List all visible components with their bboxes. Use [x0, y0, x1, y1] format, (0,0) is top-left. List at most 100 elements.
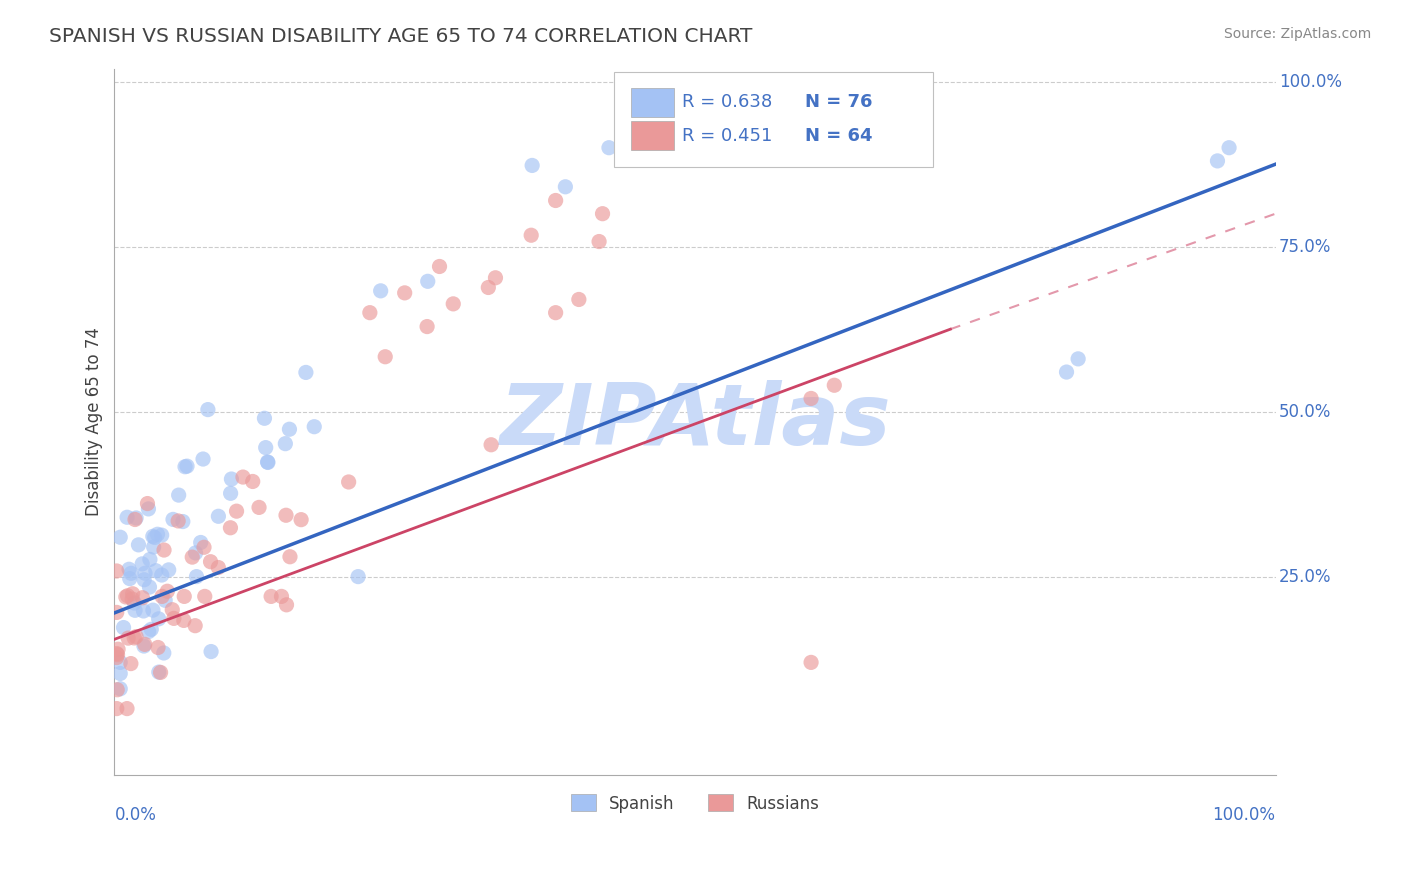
Point: [149, 665, 172, 680]
Point: [142, 603, 165, 617]
Point: [278, 549, 301, 564]
Point: [162, 512, 184, 526]
Text: 25.0%: 25.0%: [1279, 567, 1331, 586]
Point: [568, 293, 591, 307]
Point: [110, 666, 132, 681]
Point: [207, 560, 229, 574]
Point: [146, 640, 169, 655]
Point: [260, 590, 283, 604]
Point: [544, 194, 567, 208]
Point: [416, 274, 439, 288]
Point: [138, 624, 160, 639]
Point: [200, 555, 222, 569]
Point: [207, 509, 229, 524]
Point: [112, 621, 135, 635]
Point: [110, 681, 132, 696]
Point: [105, 682, 128, 697]
Point: [110, 530, 132, 544]
Point: [181, 550, 204, 565]
Point: [167, 488, 190, 502]
Point: [150, 568, 173, 582]
Point: [122, 631, 145, 645]
Legend: Spanish, Russians: Spanish, Russians: [564, 788, 825, 819]
Point: [125, 511, 148, 525]
Point: [167, 514, 190, 528]
Point: [197, 402, 219, 417]
Point: [1218, 141, 1240, 155]
Text: 50.0%: 50.0%: [1279, 402, 1331, 421]
Point: [134, 637, 156, 651]
Point: [157, 563, 180, 577]
Point: [139, 552, 162, 566]
Point: [118, 562, 141, 576]
Point: [163, 611, 186, 625]
Point: [105, 647, 128, 661]
Point: [1067, 351, 1090, 366]
FancyBboxPatch shape: [631, 87, 673, 117]
Point: [118, 572, 141, 586]
Point: [823, 141, 845, 155]
Point: [290, 513, 312, 527]
Point: [156, 584, 179, 599]
Point: [370, 284, 392, 298]
Point: [186, 569, 208, 583]
Point: [105, 606, 128, 620]
Point: [184, 546, 207, 560]
Point: [190, 535, 212, 549]
Point: [520, 158, 543, 172]
Point: [173, 590, 195, 604]
Point: [184, 618, 207, 632]
Point: [115, 510, 138, 524]
Point: [162, 603, 184, 617]
Point: [484, 270, 506, 285]
Text: N = 64: N = 64: [806, 127, 873, 145]
Point: [138, 580, 160, 594]
Point: [120, 657, 142, 671]
Point: [142, 529, 165, 543]
Point: [146, 527, 169, 541]
Point: [152, 646, 174, 660]
Point: [127, 538, 149, 552]
Point: [132, 604, 155, 618]
Point: [830, 141, 852, 155]
Point: [598, 141, 620, 155]
Point: [520, 228, 543, 243]
Point: [132, 639, 155, 653]
Point: [278, 422, 301, 436]
Point: [477, 280, 499, 294]
Point: [117, 589, 139, 603]
Point: [134, 566, 156, 581]
Point: [191, 452, 214, 467]
Point: [347, 569, 370, 583]
Point: [374, 350, 396, 364]
Point: [121, 592, 143, 607]
Point: [416, 319, 439, 334]
Point: [115, 701, 138, 715]
Point: [655, 141, 678, 155]
Point: [143, 531, 166, 545]
Point: [219, 521, 242, 535]
Point: [429, 260, 451, 274]
FancyBboxPatch shape: [631, 120, 673, 151]
Point: [105, 564, 128, 578]
Point: [150, 590, 173, 604]
Point: [131, 591, 153, 605]
Point: [136, 497, 159, 511]
Point: [257, 455, 280, 469]
Point: [124, 512, 146, 526]
Point: [225, 504, 247, 518]
Point: [274, 436, 297, 450]
Point: [304, 419, 326, 434]
Point: [359, 306, 381, 320]
Point: [141, 622, 163, 636]
Point: [153, 543, 176, 558]
Point: [124, 596, 146, 610]
Point: [270, 590, 292, 604]
FancyBboxPatch shape: [613, 72, 934, 168]
Point: [256, 455, 278, 469]
Point: [672, 141, 695, 155]
Point: [131, 557, 153, 571]
Point: [756, 141, 779, 155]
Point: [148, 612, 170, 626]
Point: [588, 235, 610, 249]
